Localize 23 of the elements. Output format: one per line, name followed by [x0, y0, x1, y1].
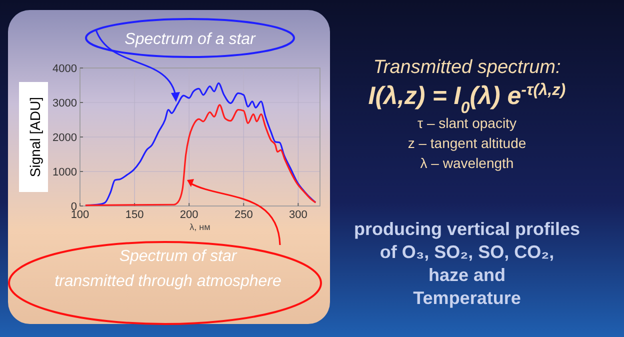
text: λ – wavelength: [420, 155, 514, 171]
text: τ – slant opacity: [418, 115, 516, 131]
x-tick-label: 250: [234, 209, 253, 221]
line-series: [84, 104, 316, 206]
x-tick-label: 200: [180, 209, 198, 221]
x-tick-label: 300: [289, 209, 308, 221]
y-tick-label: 4000: [52, 63, 77, 75]
text: Transmitted spectrum:: [373, 57, 561, 78]
text: I(λ,z) = I$_{0}$(λ) e$^{-τ(λ,z)}$: [368, 81, 566, 117]
y-tick-label: 3000: [52, 98, 77, 110]
text: Spectrum of a star: [124, 31, 256, 48]
x-axis-title: λ, нм: [190, 222, 210, 232]
text: haze and: [428, 265, 506, 285]
text: z – tangent altitude: [408, 135, 526, 151]
y-axis-title: Signal [ADU]: [27, 96, 43, 178]
text: Temperature: [413, 288, 521, 308]
text: Spectrum of star transmitted through atmosphere: [54, 248, 282, 290]
text: producing vertical profiles: [354, 219, 580, 239]
x-tick-label: 100: [70, 209, 90, 221]
y-tick-label: 2000: [52, 132, 77, 144]
x-tick-label: 150: [125, 209, 144, 221]
text: of O₃, SO₂, SO, CO₂,: [380, 242, 554, 262]
y-tick-label: 1000: [52, 166, 77, 178]
